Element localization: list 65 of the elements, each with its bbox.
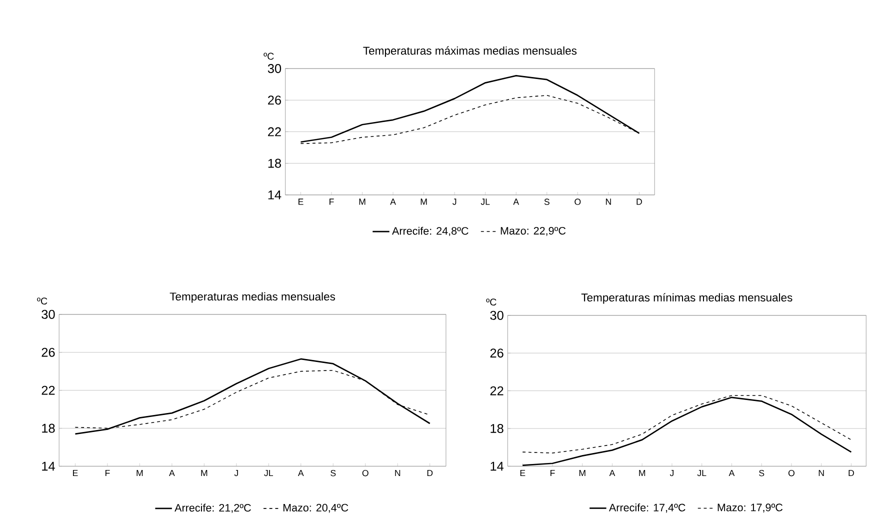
y-tick-label: 22 xyxy=(268,127,281,136)
chart-title: Temperaturas medias mensuales xyxy=(170,292,336,303)
x-tick-label: F xyxy=(550,470,555,476)
x-tick-label: O xyxy=(788,470,794,476)
x-tick-label: A xyxy=(609,470,616,476)
x-tick-label: E xyxy=(520,470,526,476)
x-tick-label: A xyxy=(513,198,520,205)
x-tick-label: S xyxy=(544,198,550,205)
y-tick-label: 30 xyxy=(42,310,55,319)
legend-label: Mazo: 17,9ºC xyxy=(718,504,783,513)
x-tick-label: M xyxy=(639,470,646,476)
y-tick-label: 26 xyxy=(42,348,55,357)
x-tick-label: O xyxy=(362,470,368,476)
legend-label: Arrecife: 24,8ºC xyxy=(392,226,468,236)
y-tick-label: 22 xyxy=(42,386,55,395)
legend-label: Mazo: 22,9ºC xyxy=(500,227,566,236)
x-tick-label: D xyxy=(848,470,854,476)
x-tick-label: M xyxy=(136,470,143,476)
x-tick-label: N xyxy=(395,470,400,476)
y-tick-label: 22 xyxy=(490,386,504,396)
x-tick-label: F xyxy=(105,470,110,476)
x-tick-label: S xyxy=(759,470,764,476)
x-tick-label: D xyxy=(636,198,642,205)
legend-label: Arrecife: 21,2ºC xyxy=(174,504,251,513)
x-tick-label: M xyxy=(359,198,366,205)
x-tick-label: O xyxy=(574,198,581,205)
x-tick-label: E xyxy=(298,198,304,205)
x-tick-label: J xyxy=(452,198,456,205)
y-tick-label: 30 xyxy=(490,310,504,320)
chart-title: Temperaturas mínimas medias mensuales xyxy=(581,293,792,304)
line-series xyxy=(522,396,852,466)
line-series xyxy=(74,358,431,435)
x-tick-label: A xyxy=(298,470,304,476)
legend-label: Mazo: 20,4ºC xyxy=(283,504,348,513)
x-tick-label: S xyxy=(330,470,336,476)
x-tick-label: M xyxy=(201,470,208,476)
chart-title: Temperaturas máximas medias mensuales xyxy=(363,46,577,57)
x-tick-label: N xyxy=(818,470,824,476)
x-tick-label: J xyxy=(670,470,674,476)
x-tick-label: JL xyxy=(264,470,274,476)
y-tick-label: 26 xyxy=(490,348,504,358)
x-tick-label: JL xyxy=(480,198,490,205)
y-tick-label: 14 xyxy=(490,462,504,471)
x-tick-label: A xyxy=(169,470,175,476)
x-tick-label: M xyxy=(420,198,427,205)
y-tick-label: 30 xyxy=(268,64,282,74)
y-tick-label: 14 xyxy=(268,190,282,200)
y-tick-label: 18 xyxy=(490,424,504,434)
y-axis-title: ºC xyxy=(37,298,48,305)
legend-label: Arrecife: 17,4ºC xyxy=(608,504,686,513)
x-tick-label: JL xyxy=(697,470,706,476)
y-tick-label: 18 xyxy=(42,424,55,433)
y-tick-label: 14 xyxy=(42,462,55,471)
x-tick-label: F xyxy=(330,198,334,205)
x-tick-label: A xyxy=(728,470,735,476)
y-axis-title: ºC xyxy=(486,298,496,306)
y-tick-label: 26 xyxy=(268,96,282,105)
x-tick-label: E xyxy=(73,470,78,476)
x-tick-label: M xyxy=(579,470,586,476)
x-tick-label: N xyxy=(606,198,611,205)
x-tick-label: D xyxy=(427,470,433,476)
x-tick-label: J xyxy=(234,470,238,476)
y-axis-title: ºC xyxy=(264,52,274,60)
y-tick-label: 18 xyxy=(268,158,282,168)
x-tick-label: A xyxy=(390,198,396,205)
